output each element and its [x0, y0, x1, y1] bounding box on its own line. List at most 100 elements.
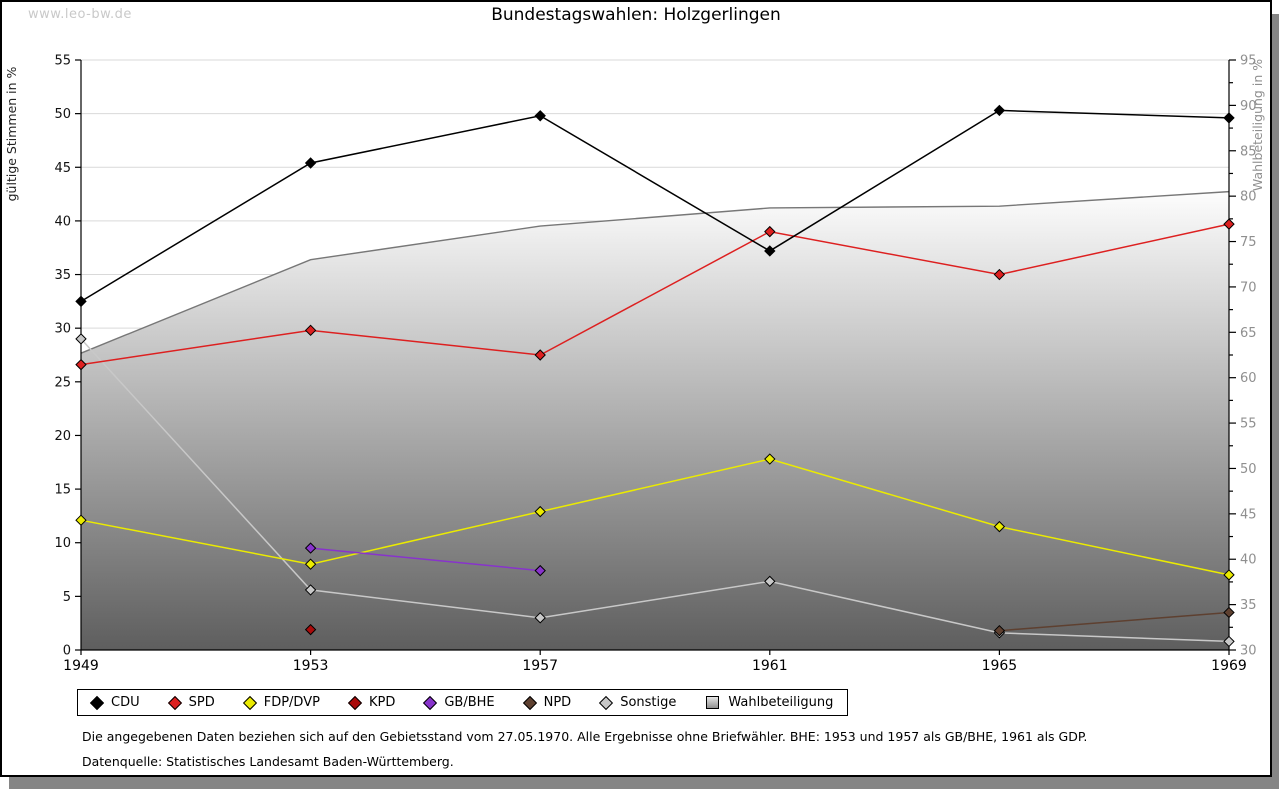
right-tick-85: 85	[1240, 144, 1257, 159]
cdu-marker-icon	[89, 695, 105, 710]
right-tick-95: 95	[1240, 54, 1257, 69]
watermark: www.leo-bw.de	[28, 7, 132, 22]
point-kpd-1953	[304, 623, 317, 636]
right-axis-title: Wahlbeteiligung in %	[1250, 59, 1265, 191]
series-kpd	[304, 623, 317, 636]
point-spd-1949	[75, 358, 87, 371]
left-tick-15: 15	[54, 483, 71, 498]
point-spd-1965	[993, 268, 1006, 281]
legend-item-npd: NPD	[522, 695, 572, 710]
point-cdu-1953	[304, 157, 317, 169]
legend: CDU SPD FDP/DVP KPD GB/BHE NPD Sonstige Wahlbet…	[77, 689, 849, 716]
point-spd-1957	[534, 349, 546, 361]
footnote-datenquelle: Datenquelle: Statistisches Landesamt Bad…	[82, 754, 454, 769]
series-sonstige	[75, 333, 1235, 648]
point-gb-bhe-1957	[534, 564, 546, 577]
point-spd-1953	[304, 324, 317, 337]
point-fdp-dvp-1957	[534, 505, 546, 518]
left-tick-25: 25	[54, 375, 71, 390]
turnout-line	[80, 190, 1230, 354]
right-tick-80: 80	[1240, 190, 1257, 205]
right-tick-55: 55	[1240, 417, 1257, 432]
legend-label-spd: SPD	[188, 695, 215, 710]
point-npd-1965	[993, 624, 1006, 637]
series-fdp-dvp	[75, 453, 1235, 581]
x-tick-1961: 1961	[752, 658, 788, 674]
right-tick-35: 35	[1240, 598, 1257, 613]
legend-item-cdu: CDU	[89, 695, 140, 710]
gb-bhe-marker-icon	[423, 695, 438, 710]
kpd-marker-icon	[347, 695, 363, 710]
left-tick-30: 30	[54, 322, 71, 337]
legend-label-fdp-dvp: FDP/DVP	[263, 695, 320, 710]
point-cdu-1949	[75, 295, 87, 308]
left-tick-35: 35	[54, 268, 71, 283]
point-fdp-dvp-1949	[75, 514, 87, 526]
right-tick-45: 45	[1240, 507, 1257, 522]
turnout-swatch-icon	[706, 696, 720, 709]
series-spd	[75, 218, 1235, 371]
series-npd	[993, 606, 1235, 637]
x-tick-1969: 1969	[1211, 658, 1247, 674]
left-tick-5: 5	[63, 590, 71, 605]
left-tick-10: 10	[54, 536, 71, 551]
left-tick-55: 55	[54, 54, 71, 69]
series-cdu	[75, 104, 1235, 308]
point-cdu-1965	[993, 104, 1006, 117]
legend-label-wahlbeteiligung: Wahlbeteiligung	[728, 695, 834, 710]
left-tick-0: 0	[63, 644, 71, 659]
legend-item-wahlbeteiligung: Wahlbeteiligung	[706, 695, 833, 710]
footnote-gebietsstand: Die angegebenen Daten beziehen sich auf …	[82, 729, 1088, 744]
left-tick-45: 45	[54, 161, 71, 176]
point-sonstige-1957	[534, 612, 546, 624]
left-axis-title: gültige Stimmen in %	[4, 66, 19, 201]
npd-marker-icon	[522, 695, 537, 710]
point-gb-bhe-1953	[304, 542, 317, 554]
point-spd-1969	[1223, 218, 1235, 230]
chart-svg: 0 5 10 15 20 25 30 35 40 45 50 55 30 35 40 45 50 55 60 65 70…	[4, 54, 1265, 675]
legend-label-sonstige: Sonstige	[620, 695, 677, 710]
legend-item-fdp-dvp: FDP/DVP	[242, 695, 320, 710]
point-fdp-dvp-1953	[304, 558, 317, 570]
axes	[75, 59, 1236, 655]
x-tick-1965: 1965	[982, 658, 1018, 674]
legend-label-cdu: CDU	[111, 695, 140, 710]
legend-item-spd: SPD	[167, 695, 215, 710]
fdp-dvp-marker-icon	[242, 695, 257, 710]
right-tick-40: 40	[1240, 553, 1257, 568]
legend-item-gb-bhe: GB/BHE	[423, 695, 495, 710]
legend-label-npd: NPD	[543, 695, 572, 710]
point-cdu-1969	[1223, 112, 1235, 124]
right-tick-60: 60	[1240, 371, 1257, 386]
legend-item-sonstige: Sonstige	[599, 695, 677, 710]
point-cdu-1961	[764, 245, 776, 257]
x-tick-1957: 1957	[522, 658, 558, 674]
point-fdp-dvp-1961	[764, 453, 776, 465]
right-tick-65: 65	[1240, 326, 1257, 341]
point-fdp-dvp-1969	[1223, 569, 1235, 581]
left-tick-20: 20	[54, 429, 71, 444]
point-sonstige-1949	[75, 333, 87, 345]
series-gb-bhe	[304, 542, 546, 577]
point-fdp-dvp-1965	[993, 520, 1006, 533]
page-title: Bundestagswahlen: Holzgerlingen	[491, 5, 781, 25]
legend-label-gb-bhe: GB/BHE	[444, 695, 495, 710]
point-spd-1961	[764, 225, 776, 238]
right-tick-30: 30	[1240, 644, 1257, 659]
point-sonstige-1961	[764, 575, 776, 588]
chart-card: www.leo-bw.de Bundestagswahlen: Holzgerl…	[0, 0, 1272, 777]
point-cdu-1957	[534, 110, 546, 122]
right-tick-50: 50	[1240, 462, 1257, 477]
right-tick-75: 75	[1240, 235, 1257, 250]
right-tick-70: 70	[1240, 280, 1257, 295]
left-tick-50: 50	[54, 107, 71, 122]
point-npd-1969	[1223, 606, 1235, 619]
spd-marker-icon	[167, 695, 182, 710]
x-tick-1953: 1953	[293, 658, 329, 674]
legend-label-kpd: KPD	[368, 695, 396, 710]
legend-item-kpd: KPD	[347, 695, 396, 710]
sonstige-marker-icon	[599, 695, 614, 710]
point-sonstige-1969	[1223, 635, 1235, 648]
x-tick-1949: 1949	[63, 658, 99, 674]
right-tick-90: 90	[1240, 99, 1257, 114]
